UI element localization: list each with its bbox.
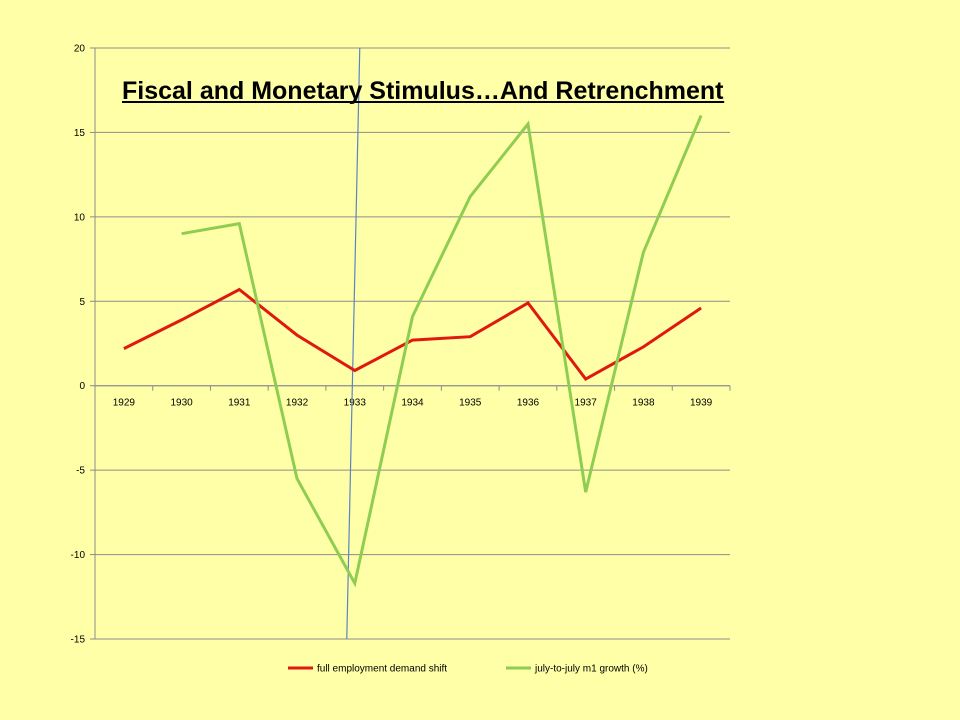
y-tick-label: 10 [74,212,86,223]
x-tick-label: 1932 [286,398,309,409]
y-tick-label: 15 [74,128,86,139]
y-tick-label: -15 [71,635,86,646]
x-tick-label: 1934 [401,398,424,409]
y-tick-label: 5 [79,297,85,308]
annotation-vertical-line [346,47,361,640]
series-line-2 [181,114,703,588]
x-tick-label: 1937 [575,398,598,409]
legend-label: july-to-july m1 growth (%) [534,664,648,675]
y-tick-label: -5 [76,466,85,477]
gridlines [95,47,730,640]
legend-label: full employment demand shift [317,664,447,675]
x-tick-label: 1938 [632,398,655,409]
x-tick-label: 1933 [344,398,367,409]
chart-title: Fiscal and Monetary Stimulus…And Retrenc… [122,77,724,105]
axes [90,47,731,640]
chart-title-group: Fiscal and Monetary Stimulus…And Retrenc… [122,77,725,105]
legend: full employment demand shift july-to-july… [288,664,648,675]
y-tick-label: -10 [71,550,86,561]
x-tick-label: 1930 [170,398,193,409]
y-tick-label: 0 [79,381,85,392]
x-tick-label: 1929 [113,398,136,409]
x-tick-label: 1935 [459,398,482,409]
annotation-layer [346,47,361,640]
x-tick-label: 1936 [517,398,540,409]
x-tick-labels: 1929 1930 1931 1932 1933 1934 1935 1936 1937 1938… [113,398,713,409]
x-tick-label: 1931 [228,398,251,409]
y-tick-label: 20 [74,44,86,55]
y-tick-labels: 20 15 10 5 0 -5 -10 -15 [71,44,86,646]
series-layer [123,114,703,588]
x-tick-label: 1939 [690,398,713,409]
series-line-1 [123,287,702,381]
